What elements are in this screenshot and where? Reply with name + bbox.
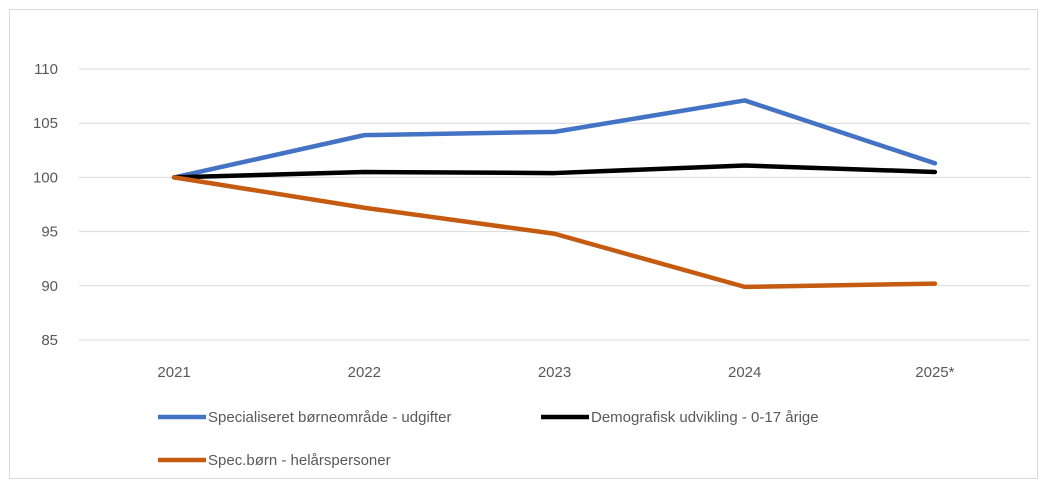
legend-label-1: Specialiseret børneområde - udgifter bbox=[208, 409, 451, 426]
x-tick-label: 2022 bbox=[348, 364, 381, 381]
series-line-2 bbox=[171, 163, 938, 180]
legend-label-3: Spec.børn - helårspersoner bbox=[208, 452, 391, 469]
y-axis-tick-labels: 85 90 95 100 105 110 bbox=[33, 61, 58, 349]
y-tick-label: 100 bbox=[33, 169, 58, 186]
chart-frame bbox=[9, 9, 1038, 479]
y-tick-label: 105 bbox=[33, 115, 58, 132]
x-tick-label: 2021 bbox=[157, 364, 190, 381]
y-tick-label: 85 bbox=[41, 332, 58, 349]
y-tick-label: 95 bbox=[41, 224, 58, 241]
series-line-3 bbox=[171, 175, 938, 290]
x-tick-label: 2024 bbox=[728, 364, 761, 381]
x-tick-label: 2025* bbox=[915, 364, 954, 381]
legend: Specialiseret børneområde - udgifter Demo… bbox=[158, 409, 819, 469]
legend-label-2: Demografisk udvikling - 0-17 årige bbox=[591, 409, 819, 426]
gridlines bbox=[79, 68, 1030, 341]
y-tick-label: 90 bbox=[41, 278, 58, 295]
x-axis-tick-labels: 2021 2022 2023 2024 2025* bbox=[157, 364, 954, 381]
x-tick-label: 2023 bbox=[538, 364, 571, 381]
y-tick-label: 110 bbox=[34, 61, 58, 78]
series-lines bbox=[171, 98, 938, 290]
